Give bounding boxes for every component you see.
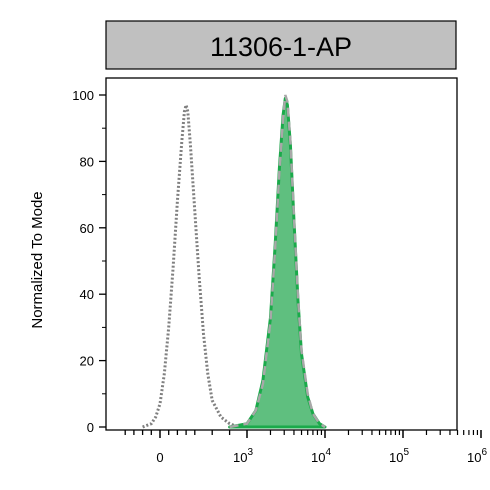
x-tick-label: 104 <box>311 447 331 465</box>
series-dashed-histogram <box>229 94 326 429</box>
x-tick-label: 106 <box>467 447 487 465</box>
series-filled-histogram <box>228 96 327 429</box>
y-tick-label: 60 <box>80 221 94 236</box>
plot-area <box>105 77 458 431</box>
y-tick-label: 80 <box>80 154 94 169</box>
series-group <box>142 94 327 429</box>
y-tick-label: 100 <box>72 88 94 103</box>
x-tick-exponent: 4 <box>325 447 331 458</box>
x-tick-label: 105 <box>389 447 409 465</box>
y-tick-label: 0 <box>87 420 94 435</box>
plot-frame <box>105 77 458 431</box>
y-tick-label: 40 <box>80 287 94 302</box>
y-tick-label: 20 <box>80 354 94 369</box>
x-tick-exponent: 3 <box>247 447 253 458</box>
x-tick-exponent: 5 <box>403 447 409 458</box>
series-dotted-histogram <box>142 104 239 429</box>
x-tick-label: 0 <box>156 450 163 465</box>
y-axis-title: Normalized To Mode <box>29 191 46 328</box>
title-box <box>105 20 457 70</box>
chart-title: 11306-1-AP <box>210 32 352 62</box>
x-tick-label: 103 <box>233 447 253 465</box>
x-tick-exponent: 6 <box>481 447 487 458</box>
